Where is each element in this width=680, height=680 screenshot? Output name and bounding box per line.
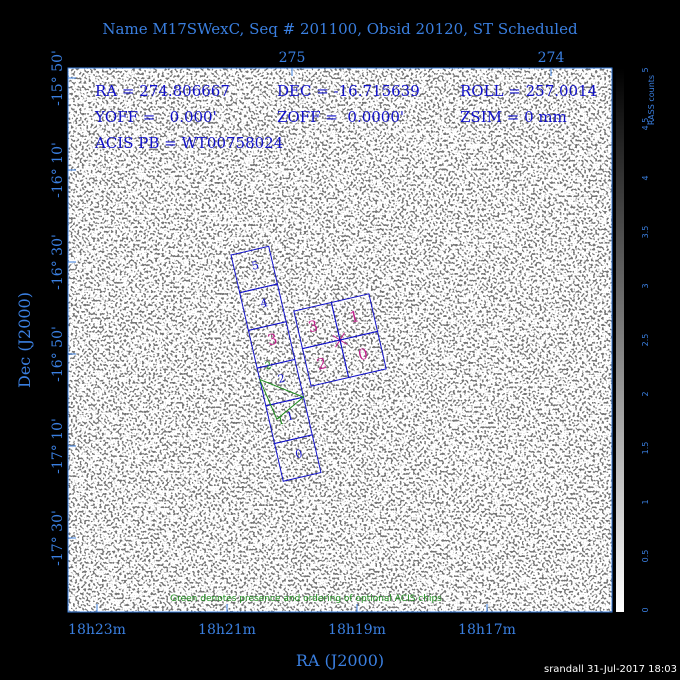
colorbar-tick: 5 — [641, 67, 650, 72]
chip-label: 5 — [250, 259, 260, 273]
optional-chip-label: 2 — [264, 360, 273, 372]
info: YOFF = 0.000' — [94, 108, 217, 126]
info: ROLL = 257.0014 — [460, 82, 597, 100]
bottom-tick-label: 18h19m — [328, 622, 386, 638]
colorbar-tick: 3 — [641, 283, 650, 288]
info: ACIS PB = WT00758024 — [94, 134, 283, 152]
s-array: 5 4 3 2 1 0 2 1 — [230, 245, 322, 482]
colorbar-tick: 0 — [641, 607, 650, 612]
colorbar-label: RASS counts — [647, 75, 656, 125]
chip-label: 0 — [356, 345, 369, 365]
chip-label: 1 — [285, 409, 295, 423]
info: DEC = -16.715639 — [277, 82, 420, 100]
left-tick-label: -16° 30' — [50, 234, 66, 290]
info: RA = 274.806667 — [95, 82, 230, 100]
chip-label: 2 — [277, 372, 287, 386]
colorbar-tick: 0.5 — [641, 550, 650, 563]
left-tick-label: -17° 10' — [50, 418, 66, 474]
top-tick-label: 274 — [538, 50, 565, 66]
bottom-tick-label: 18h21m — [198, 622, 256, 638]
left-tick-label: -16° 50' — [50, 326, 66, 382]
chip-label: 4 — [259, 296, 269, 310]
chip — [339, 330, 387, 379]
chip-label: 0 — [294, 447, 304, 461]
note: Green denotes presence and ordering of o… — [170, 594, 442, 604]
colorbar-tick: 3.5 — [641, 226, 650, 239]
chip-label: 1 — [348, 307, 361, 327]
info: ZSIM = 0 mm — [460, 108, 567, 126]
colorbar — [616, 68, 624, 612]
colorbar-tick: 1.5 — [641, 442, 650, 455]
colorbar-tick: 2.5 — [641, 334, 650, 347]
bottom-tick-label: 18h17m — [458, 622, 516, 638]
left-tick-label: -17° 30' — [50, 510, 66, 566]
i-array: 3 1 2 0 — [293, 293, 387, 387]
frame — [67, 67, 613, 613]
chip-label: 3 — [306, 317, 319, 337]
title: Name M17SWexC, Seq # 201100, Obsid 20120… — [102, 20, 578, 38]
left-tick-label: -16° 10' — [50, 142, 66, 198]
colorbar-tick: 2 — [641, 391, 650, 396]
x-label: RA (J2000) — [296, 651, 384, 670]
y-label: Dec (J2000) — [15, 292, 34, 388]
colorbar-tick: 4 — [641, 175, 650, 180]
info: ZOFF = 0.0000' — [277, 108, 404, 126]
chip-label: 3 — [266, 330, 279, 350]
chip — [273, 434, 322, 482]
left-tick-label: -15° 50' — [50, 50, 66, 106]
footer: srandall 31-Jul-2017 18:03 — [544, 664, 677, 675]
colorbar-tick: 4.5 — [641, 118, 650, 131]
optional-chip-label: 1 — [277, 416, 286, 428]
colorbar-tick: 1 — [641, 499, 650, 504]
chip-label: 2 — [315, 354, 328, 374]
bottom-tick-label: 18h23m — [68, 622, 126, 638]
optional-marker — [258, 378, 305, 420]
top-tick-label: 275 — [279, 50, 306, 66]
